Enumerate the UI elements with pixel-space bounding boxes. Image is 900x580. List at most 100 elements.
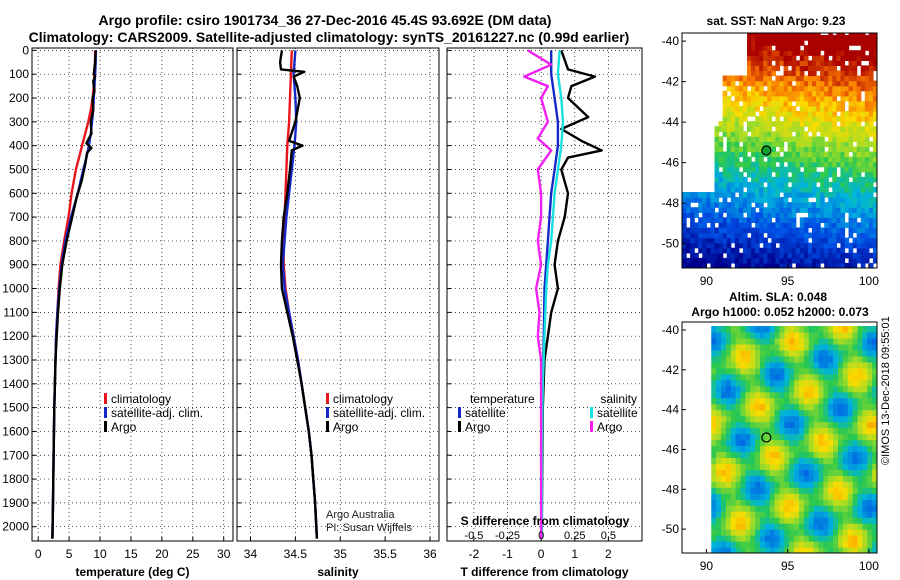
sst_map-cell	[872, 207, 877, 213]
sla_map-cell	[828, 493, 834, 500]
sst_map-cell	[824, 237, 829, 244]
sla_map-cell	[803, 373, 810, 381]
sst_map-cell	[779, 85, 785, 92]
sst_map-cell	[848, 60, 854, 67]
sla_map-cell	[852, 529, 859, 536]
sla_map-cell	[833, 463, 839, 470]
sst_map-cell	[799, 156, 805, 163]
sst_map-cell	[787, 252, 793, 259]
sst_map-cell	[734, 252, 740, 259]
sst_map-cell	[795, 252, 801, 259]
sla_map-cell	[725, 331, 732, 339]
sla_map-cell	[769, 403, 776, 411]
sst_map-cell	[730, 227, 736, 234]
sla_map-cell	[740, 409, 746, 417]
sst_map-cell	[840, 192, 846, 198]
sla_map-ytick-label: -46	[662, 442, 680, 456]
sla_map-cell	[818, 331, 824, 339]
temperature-series-argo	[51, 50, 97, 539]
sst_map-cell	[783, 110, 789, 117]
sla_map-cell	[828, 343, 834, 351]
sst_map-cell	[787, 45, 793, 51]
sst_map-cell	[816, 90, 821, 97]
sla_map-cell	[764, 469, 771, 476]
sla_map-cell	[755, 367, 761, 375]
sst_map-cell	[694, 227, 699, 234]
sla_map-cell	[750, 337, 756, 345]
sst_map-cell	[868, 207, 874, 213]
sla_map-cell	[750, 451, 756, 459]
sla_map-cell	[789, 415, 795, 423]
sst_map-cell	[856, 202, 862, 208]
sst_map-cell	[816, 212, 821, 218]
sst_map-cell	[832, 171, 837, 178]
sst_map-cell	[734, 85, 740, 92]
sla_map-cell	[852, 463, 859, 470]
salinity-legend-label: satellite-adj. clim.	[333, 406, 425, 420]
sst_map-cell	[714, 257, 720, 264]
sst_map-cell	[832, 136, 837, 142]
sst_map-cell	[747, 197, 752, 203]
sla_map-cell	[750, 457, 756, 464]
sla_map-cell	[721, 433, 727, 441]
sla_map-cell	[818, 451, 824, 459]
sst_map-cell	[852, 222, 858, 229]
sst_map-cell	[820, 95, 825, 102]
sst_map-cell	[832, 110, 837, 117]
sla_map-cell	[740, 427, 746, 435]
sla_map-cell	[740, 391, 746, 399]
sla_map-cell	[721, 427, 727, 435]
sst_map-cell	[848, 171, 854, 178]
sst_map-cell	[812, 45, 817, 51]
sst_map-cell	[864, 70, 870, 77]
sst_map-cell	[795, 95, 801, 102]
sla_map-cell	[735, 325, 742, 333]
sst_map-cell	[872, 105, 877, 112]
sla_map-cell	[721, 325, 727, 333]
sst_map-cell	[686, 192, 691, 198]
sla_map-cell	[799, 541, 805, 548]
sst_map-cell	[783, 181, 789, 188]
sla_map-cell	[784, 547, 790, 553]
sst_map-cell	[840, 146, 846, 153]
sst_map-cell	[832, 161, 837, 168]
sst_map-cell	[702, 217, 707, 224]
sst_map-cell	[783, 116, 789, 122]
sst_map-cell	[803, 136, 809, 142]
sst_map-cell	[803, 171, 809, 178]
sst_map-cell	[848, 197, 854, 203]
temperature-panel	[31, 47, 234, 542]
sst_map-cell	[840, 136, 846, 142]
sla_map-cell	[838, 517, 844, 524]
sla_map-cell	[833, 409, 839, 417]
sla_map-cell	[862, 481, 868, 488]
sla_map-cell	[755, 409, 761, 417]
sst_map-cell	[795, 116, 801, 122]
sst_map-cell	[714, 227, 720, 234]
sla_map-cell	[764, 385, 771, 393]
sla_map-cell	[745, 535, 751, 542]
sla_map-cell	[862, 361, 868, 369]
sst_map-cell	[787, 222, 793, 229]
sst_map-cell	[820, 202, 825, 208]
sla_map-cell	[838, 409, 844, 417]
sst_map-cell	[690, 242, 695, 249]
sla_map-cell	[721, 547, 727, 553]
sla_map-cell	[838, 469, 844, 476]
sst_map-cell	[852, 50, 858, 56]
sla_map-cell	[803, 547, 810, 553]
sla_map-cell	[857, 505, 863, 512]
sla_map-cell	[828, 421, 834, 429]
sla_map-cell	[794, 349, 800, 357]
sst_map-cell	[722, 126, 728, 132]
sst_map-cell	[799, 227, 805, 234]
sla_map-cell	[872, 481, 877, 488]
sla_map-cell	[862, 505, 868, 512]
sst_map-cell	[807, 80, 813, 87]
sla_map-cell	[764, 445, 771, 453]
sla_map-cell	[818, 349, 824, 357]
sst_map-cell	[734, 95, 740, 102]
sst_map-cell	[812, 217, 817, 224]
sst_map-cell	[759, 202, 764, 208]
sla_map-cell	[799, 535, 805, 542]
